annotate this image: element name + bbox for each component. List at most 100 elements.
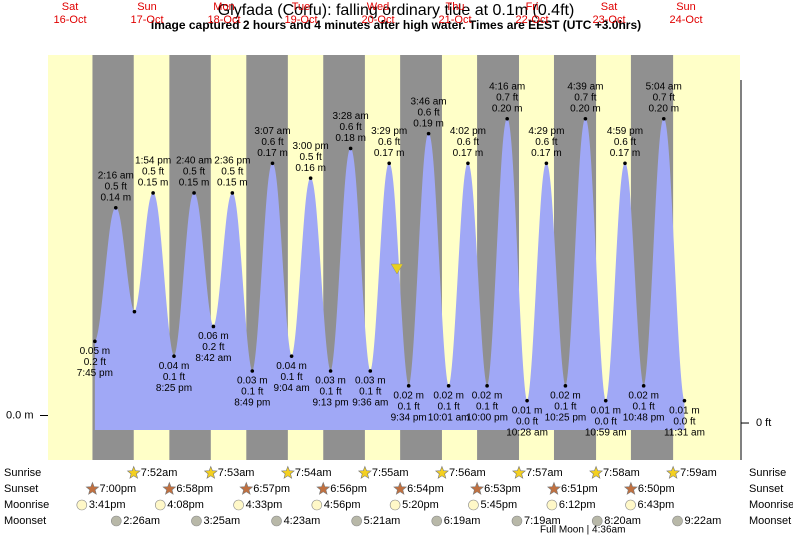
tide-time: 2:16 am — [98, 170, 134, 181]
row-time: 9:22am — [685, 515, 722, 527]
tide-time: 3:07 am — [254, 126, 290, 137]
tide-time: 9:13 pm — [312, 398, 348, 409]
tide-time: 10:48 pm — [623, 412, 665, 423]
row-time: 6:58pm — [176, 483, 213, 495]
tide-height-ft: 0.5 ft — [142, 167, 164, 178]
moon-icon — [233, 499, 244, 511]
tide-height-m: 0.15 m — [217, 178, 248, 189]
row-time: 7:57am — [526, 467, 563, 479]
tide-time: 10:01 am — [428, 412, 470, 423]
icon — [623, 481, 638, 495]
tide-time: 3:00 pm — [293, 141, 329, 152]
day-date: 19-Oct — [284, 14, 317, 26]
chart-title: Glyfada (Corfu): falling ordinary tide a… — [218, 2, 575, 19]
icon — [85, 481, 100, 495]
row-time: 3:25am — [203, 515, 240, 527]
tide-point — [406, 384, 411, 388]
tide-height-m: 0.01 m — [669, 405, 700, 416]
tide-point — [93, 339, 97, 344]
tide-height-m: 0.20 m — [648, 103, 679, 114]
day-name: Sat — [62, 1, 79, 13]
moon-icon — [154, 499, 166, 511]
tide-height-m: 0.04 m — [159, 361, 190, 372]
row-label-right: Moonset — [749, 515, 791, 527]
row-time: 7:58am — [603, 467, 640, 479]
row-time: 6:53pm — [484, 483, 521, 495]
row-time: 2:26am — [123, 515, 160, 527]
tide-height-m: 0.17 m — [453, 148, 484, 159]
tide-height-m: 0.17 m — [610, 148, 641, 159]
row-time: 4:33pm — [246, 499, 283, 511]
tide-height-ft: 0.1 ft — [476, 401, 498, 412]
icon — [126, 465, 141, 479]
tide-height-m: 0.02 m — [550, 390, 581, 401]
tide-point — [426, 131, 431, 136]
moon-icon — [271, 515, 282, 527]
row-time: 6:56pm — [330, 483, 367, 495]
day-name: Thu — [446, 1, 465, 13]
day-name: Mon — [213, 1, 234, 13]
tide-height-m: 0.16 m — [295, 163, 326, 174]
tide-line — [94, 118, 685, 402]
icon — [357, 465, 372, 479]
tide-point — [387, 161, 391, 166]
tide-time: 11:31 am — [664, 427, 705, 438]
tide-height-m: 0.17 m — [257, 148, 288, 159]
icon — [239, 481, 254, 495]
tide-height-m: 0.01 m — [512, 405, 543, 416]
row-time: 3:41pm — [89, 499, 126, 511]
row-time: 7:55am — [372, 467, 409, 479]
row-time: 7:52am — [141, 467, 178, 479]
tide-time: 3:29 pm — [371, 126, 407, 137]
moon-icon — [191, 515, 202, 527]
tide-height-ft: 0.1 ft — [319, 387, 341, 398]
day-date: 20-Oct — [361, 14, 394, 26]
tide-height-m: 0.17 m — [531, 148, 562, 159]
tide-point — [505, 116, 509, 121]
moon-icon — [511, 515, 523, 527]
row-time: 8:20am — [604, 515, 641, 527]
tide-height-ft: 0.6 ft — [457, 137, 479, 148]
row-time: 7:56am — [449, 467, 486, 479]
tide-time: 8:25 pm — [156, 383, 192, 394]
day-date: 21-Oct — [438, 14, 471, 26]
day-date: 18-Oct — [207, 14, 240, 26]
day-date: 22-Oct — [515, 14, 548, 26]
moon-icon — [111, 515, 122, 527]
row-label-left: Sunrise — [4, 467, 41, 479]
tide-height-ft: 0.1 ft — [241, 387, 263, 398]
tide-height-ft: 0.0 ft — [595, 416, 617, 427]
icon — [393, 481, 408, 495]
tide-height-ft: 0.1 ft — [554, 401, 576, 412]
tide-height-m: 0.02 m — [628, 390, 659, 401]
tide-time: 4:16 am — [489, 81, 525, 92]
icon — [316, 481, 331, 495]
tide-height-m: 0.18 m — [335, 133, 366, 144]
moon-icon — [351, 515, 362, 527]
tide-height-ft: 0.1 ft — [163, 372, 185, 383]
y2-tick-label: 0 ft — [756, 417, 771, 429]
tide-height-ft: 0.1 ft — [438, 401, 460, 412]
tide-point — [132, 309, 137, 314]
day-date: 24-Oct — [669, 14, 702, 26]
tide-height-m: 0.03 m — [355, 376, 386, 387]
tide-height-ft: 0.2 ft — [202, 342, 224, 353]
tide-height-m: 0.19 m — [413, 118, 444, 129]
tide-time: 3:46 am — [411, 96, 447, 107]
row-label-left: Sunset — [4, 483, 38, 495]
row-time: 7:54am — [295, 467, 332, 479]
tide-time: 8:42 am — [195, 353, 231, 364]
row-label-left: Moonrise — [4, 499, 49, 511]
tide-point — [525, 398, 529, 403]
row-time: 7:19am — [524, 515, 561, 527]
row-time: 7:53am — [218, 467, 255, 479]
moon-icon — [468, 499, 479, 511]
tide-height-ft: 0.6 ft — [378, 137, 400, 148]
tide-height-m: 0.02 m — [393, 390, 424, 401]
tide-height-ft: 0.2 ft — [84, 357, 106, 368]
tide-height-m: 0.03 m — [237, 376, 268, 387]
tide-height-m: 0.01 m — [590, 405, 621, 416]
tide-height-m: 0.03 m — [315, 376, 346, 387]
row-label-right: Sunrise — [749, 467, 786, 479]
